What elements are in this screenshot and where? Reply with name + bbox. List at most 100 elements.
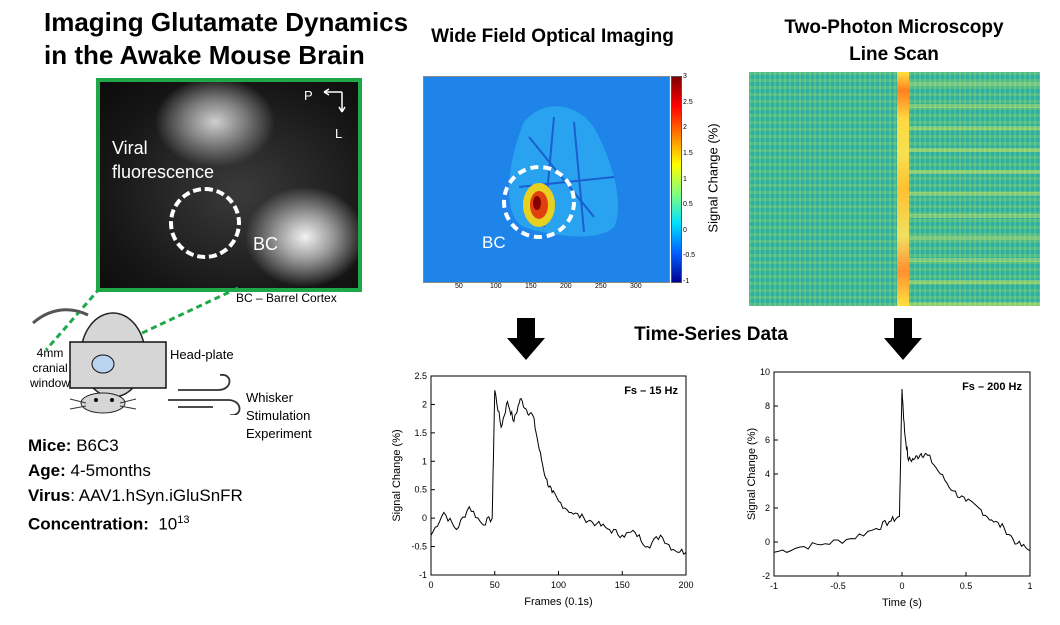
twophoton-heading-line-1: Two-Photon Microscopy: [784, 17, 1004, 38]
x-tick-label: 50: [490, 580, 500, 590]
mice-info: Mice: B6C3: [28, 433, 119, 458]
widefield-bc-label: BC: [482, 233, 506, 252]
title-line-2: in the Awake Mouse Brain: [44, 40, 365, 70]
down-arrow-icon: [507, 318, 545, 360]
virus-key: Virus: [28, 486, 71, 505]
head-plate-icon: [69, 341, 167, 389]
y-tick-label: 10: [760, 367, 770, 377]
y-tick-label: -2: [762, 571, 770, 581]
colorbar-label: Signal Change (%): [705, 123, 721, 233]
colorbar-ticks: 3 2.5 2 1.5 1 0.5 0 -0.5 -1: [683, 72, 703, 287]
colorbar-tick-label: 2: [683, 124, 687, 132]
x-axis-label: Time (s): [882, 597, 922, 609]
y-tick-label: -1: [419, 570, 427, 580]
y-axis-label: Signal Change (%): [746, 428, 758, 520]
sampling-rate-annotation: Fs – 200 Hz: [962, 381, 1022, 393]
stim-label-line-1: Whisker: [246, 390, 293, 405]
x-tick-label: 200: [678, 580, 693, 590]
y-tick-label: 0: [422, 513, 427, 523]
barrel-cortex-caption: BC – Barrel Cortex: [236, 291, 337, 305]
window-label-line-1: 4mm: [36, 346, 64, 360]
head-plate-label: Head-plate: [170, 347, 234, 362]
twophoton-timeseries-chart: -1 -0.5 0 0.5 1 -2 0 2 4 6 8 10 Fs – 200 Hz Time (s) S…: [746, 367, 1033, 609]
x-tick-label: -0.5: [830, 581, 846, 591]
mice-value: B6C3: [71, 436, 119, 455]
timeseries-heading: Time-Series Data: [634, 324, 788, 345]
mouse-schematic: [32, 286, 241, 415]
data-line: [773, 388, 1031, 553]
y-tick-label: 2.5: [414, 371, 427, 381]
y-tick-label: 4: [765, 469, 770, 479]
line-scan-response: [909, 72, 1040, 306]
stim-label-line-2: Stimulation: [246, 408, 311, 423]
window-label-line-2: cranial: [32, 361, 68, 375]
widefield-heading: Wide Field Optical Imaging: [431, 26, 674, 47]
mice-key: Mice:: [28, 436, 72, 455]
virus-value: : AAV1.hSyn.iGluSnFR: [70, 486, 243, 505]
cranial-window-label: 4mm cranial window: [30, 346, 70, 391]
title-line-1: Imaging Glutamate Dynamics: [44, 7, 409, 37]
x-tick-label: 150: [615, 580, 630, 590]
x-tick-label: 100: [551, 580, 566, 590]
x-tick-label: 0.5: [960, 581, 973, 591]
y-tick-label: 1: [422, 456, 427, 466]
y-tick-label: -0.5: [411, 542, 427, 552]
concentration-key: Concentration:: [28, 514, 149, 534]
widefield-x-tick-label: 200: [560, 283, 572, 290]
colorbar-tick-label: 3: [683, 73, 687, 80]
whisker-stimulation-label: Whisker Stimulation Experiment: [246, 389, 312, 443]
orientation-arrows-icon: [323, 88, 346, 113]
concentration-base: 10: [158, 514, 178, 534]
age-info: Age: 4-5months: [28, 458, 151, 483]
air-puff-icon: [168, 374, 241, 415]
y-tick-label: 6: [765, 435, 770, 445]
widefield-x-tick-label: 250: [595, 283, 607, 290]
lateral-label: L: [335, 126, 343, 141]
concentration-exponent: 13: [177, 514, 190, 526]
widefield-x-tick-label: 300: [630, 283, 642, 290]
viral-label-line-2: fluorescence: [112, 162, 215, 182]
virus-info: Virus: AAV1.hSyn.iGluSnFR: [28, 483, 243, 508]
plot-frame: [430, 375, 687, 576]
x-tick-label: -1: [770, 581, 778, 591]
widefield-x-tick-label: 100: [490, 283, 502, 290]
bc-label: BC: [253, 234, 279, 254]
y-tick-label: 1.5: [414, 428, 427, 438]
colorbar-tick-label: -1: [683, 278, 690, 285]
widefield-x-tick-label: 50: [455, 283, 463, 290]
widefield-timeseries-chart: 0 50 100 150 200 -1 -0.5 0 0.5 1 1.5 2 2.5 Fs – 15 Hz…: [391, 371, 694, 608]
data-line: [430, 390, 687, 556]
down-arrow-icon: [884, 318, 922, 360]
y-tick-label: 2: [422, 399, 427, 409]
colorbar-tick-label: 0.5: [683, 201, 693, 209]
posterior-label: P: [304, 88, 313, 103]
y-axis-label: Signal Change (%): [391, 429, 403, 521]
cranial-window-icon: [91, 354, 115, 374]
y-tick-label: 8: [765, 401, 770, 411]
x-tick-label: 0: [899, 581, 904, 591]
widefield-x-ticks: 50 100 150 200 250 300: [423, 283, 668, 293]
colorbar-tick-label: 1.5: [683, 149, 693, 157]
cranial-window-image: Viral fluorescence BC P L: [96, 78, 362, 292]
widefield-image: BC: [423, 76, 670, 283]
barrel-cortex-circle: [169, 187, 241, 259]
colorbar-tick-label: 2.5: [683, 98, 693, 106]
x-axis-label: Frames (0.1s): [524, 596, 592, 608]
x-tick-label: 1: [1027, 581, 1032, 591]
age-key: Age:: [28, 461, 66, 480]
widefield-colorbar: [671, 76, 682, 283]
age-value: 4-5months: [65, 461, 151, 480]
colorbar-tick-label: -0.5: [683, 252, 696, 260]
page-title: Imaging Glutamate Dynamics in the Awake …: [44, 6, 408, 72]
stim-label-line-3: Experiment: [246, 426, 312, 441]
y-tick-label: 0.5: [414, 485, 427, 495]
widefield-x-tick-label: 150: [525, 283, 537, 290]
sampling-rate-annotation: Fs – 15 Hz: [624, 385, 678, 397]
line-scan-image: [749, 72, 1040, 306]
twophoton-heading: Two-Photon Microscopy Line Scan: [760, 14, 1028, 68]
y-tick-label: 2: [765, 503, 770, 513]
y-tick-label: 0: [765, 537, 770, 547]
concentration-info: Concentration: 1013: [28, 508, 190, 537]
line-scan-stimulus-band: [897, 72, 909, 306]
colorbar-tick-label: 0: [683, 226, 687, 234]
